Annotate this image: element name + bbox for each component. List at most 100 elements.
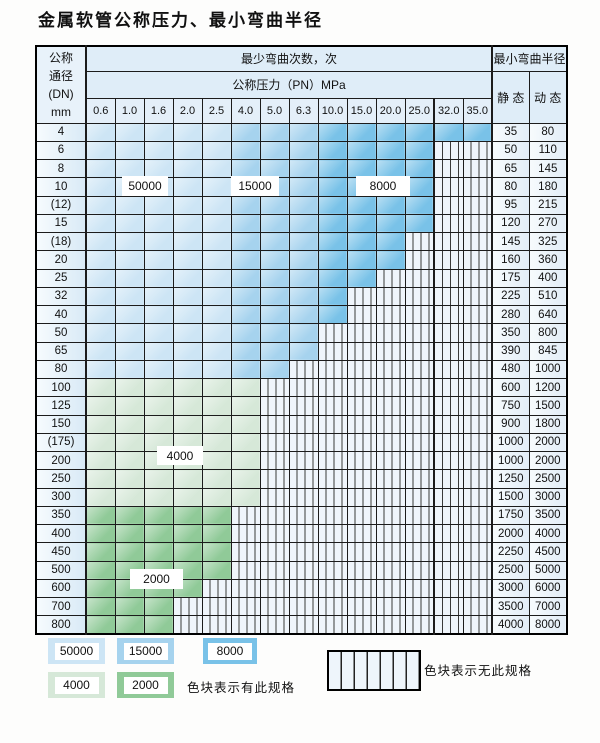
no-spec-cell [462,268,494,288]
static-radius-cell: 80 [491,177,530,197]
spec-cell [201,122,232,142]
no-spec-cell [404,615,435,635]
spec-cell [85,414,116,434]
no-spec-cell [404,377,435,398]
no-spec-cell [375,596,406,617]
no-spec-cell [317,377,348,398]
dn-cell: 15 [35,213,87,234]
no-spec-cell [375,487,406,507]
no-spec-cell [404,414,435,434]
no-spec-cell [375,523,406,544]
spec-cell [85,578,116,599]
no-spec-cell [346,523,377,544]
spec-cell [143,213,174,234]
no-spec-cell [317,487,348,507]
spec-cell [85,505,116,526]
no-spec-cell [462,487,494,507]
spec-cell [143,414,174,434]
spec-cell [288,250,319,270]
spec-cell [85,323,116,343]
dynamic-radius-cell: 845 [528,341,568,361]
dynamic-radius-cell: 640 [528,304,568,325]
spec-cell [114,323,145,343]
no-spec-cell [317,523,348,544]
no-spec-cell [462,304,494,325]
no-spec-cell [288,469,319,489]
spec-cell [143,122,174,142]
spec-cell [85,122,116,142]
dn-cell: 6 [35,140,87,161]
static-radius-cell: 65 [491,158,530,179]
no-spec-cell [433,268,464,288]
spec-cell [172,323,203,343]
spec-cell [201,250,232,270]
dynamic-radius-cell: 110 [528,140,568,161]
no-spec-cell [375,268,406,288]
spec-cell [288,341,319,361]
spec-cell [346,195,377,215]
no-spec-cell [433,304,464,325]
no-spec-cell [346,359,377,380]
spec-cell [143,615,174,635]
no-spec-cell [259,505,290,526]
spec-cell [404,213,435,234]
spec-cell [201,487,232,507]
dn-cell: (18) [35,231,87,252]
no-spec-cell [462,195,494,215]
no-spec-cell [462,505,494,526]
no-spec-cell [317,578,348,599]
spec-cell [259,140,290,161]
dynamic-radius-cell: 4000 [528,523,568,544]
dynamic-radius-cell: 180 [528,177,568,197]
spec-cell [201,469,232,489]
dynamic-radius-cell: 215 [528,195,568,215]
spec-cell [143,140,174,161]
spec-cell [201,396,232,416]
no-spec-cell [433,140,464,161]
no-spec-cell [172,596,203,617]
no-spec-cell [462,323,494,343]
pressure-header-cell: 20.0 [375,97,406,124]
spec-cell [259,231,290,252]
no-spec-cell [230,560,261,580]
no-spec-cell [375,578,406,599]
spec-cell [346,250,377,270]
spec-cell [201,268,232,288]
no-spec-cell [433,432,464,453]
no-spec-cell [317,560,348,580]
no-spec-cell [404,542,435,562]
dn-cell: 20 [35,250,87,270]
no-spec-cell [375,615,406,635]
dn-cell: 500 [35,560,87,580]
no-spec-cell [259,432,290,453]
static-radius-cell: 35 [491,122,530,142]
dn-header-line: 公称 [48,50,73,65]
spec-cell [259,195,290,215]
no-spec-cell [317,341,348,361]
spec-cell [114,377,145,398]
no-spec-cell [433,359,464,380]
no-spec-cell [462,213,494,234]
spec-cell [114,195,145,215]
no-spec-cell [433,450,464,471]
pressure-header-cell: 0.6 [85,97,116,124]
no-spec-cell [230,615,261,635]
table-row: 400 2000 4000 [35,523,568,544]
static-radius-cell: 145 [491,231,530,252]
spec-cell [114,414,145,434]
table-row: 150 900 1800 [35,414,568,434]
spec-cell [172,268,203,288]
spec-cell [230,469,261,489]
no-spec-cell [404,596,435,617]
spec-cell [172,286,203,307]
static-radius-cell: 280 [491,304,530,325]
spec-cell [288,231,319,252]
legend-no-spec-text: 色块表示无此规格 [424,664,533,678]
legend-chip-value: 15000 [123,642,168,660]
static-radius-cell: 3000 [491,578,530,599]
static-radius-cell: 2000 [491,523,530,544]
no-spec-cell [433,286,464,307]
no-spec-cell [259,377,290,398]
no-spec-cell [346,304,377,325]
spec-cell [317,286,348,307]
